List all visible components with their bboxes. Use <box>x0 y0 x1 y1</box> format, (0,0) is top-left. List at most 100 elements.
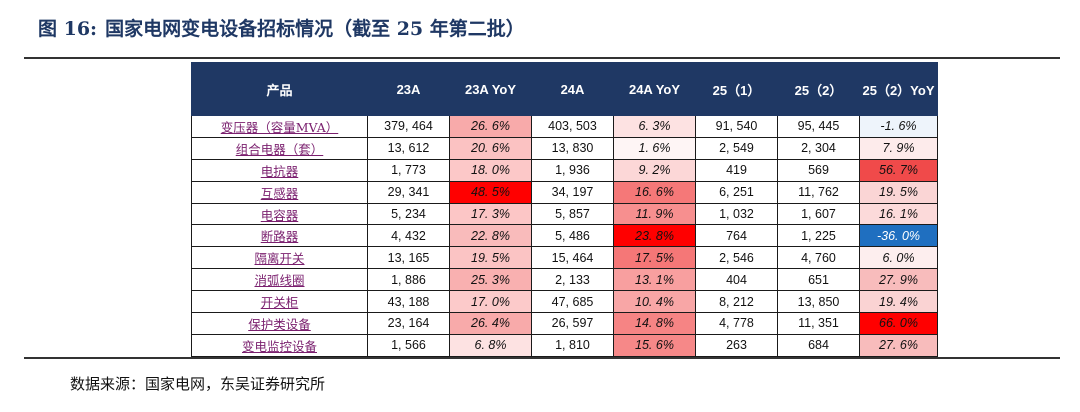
value-25-1: 91, 540 <box>695 115 778 138</box>
value-25-1: 2, 546 <box>695 246 778 270</box>
value-25-1: 1, 032 <box>695 202 778 226</box>
yoy-24a: 9. 2% <box>613 158 696 182</box>
product-link[interactable]: 电容器 <box>191 202 368 226</box>
value-24a: 5, 486 <box>531 224 614 248</box>
header-25-2: 25（2） <box>777 62 860 116</box>
value-24a: 5, 857 <box>531 202 614 226</box>
value-25-2: 1, 607 <box>777 202 860 226</box>
yoy-23a: 18. 0% <box>449 158 532 182</box>
table-row: 变电监控设备 1, 566 6. 8% 1, 810 15. 6% 263 684 27. 6… <box>191 333 938 357</box>
value-25-1: 2, 549 <box>695 136 778 160</box>
yoy-24a: 10. 4% <box>613 290 696 314</box>
table-row: 保护类设备 23, 164 26. 4% 26, 597 14. 8% 4, 778 11,… <box>191 312 938 335</box>
value-23a: 379, 464 <box>367 115 450 138</box>
yoy-23a: 48. 5% <box>449 180 532 204</box>
yoy-25-2: 56. 7% <box>859 158 938 182</box>
table-row: 消弧线圈 1, 886 25. 3% 2, 133 13. 1% 404 651 27. 9% <box>191 268 938 292</box>
value-23a: 13, 165 <box>367 246 450 270</box>
table-row: 隔离开关 13, 165 19. 5% 15, 464 17. 5% 2, 546 4, 7… <box>191 246 938 270</box>
yoy-23a: 6. 8% <box>449 333 532 357</box>
value-25-1: 404 <box>695 268 778 292</box>
value-24a: 34, 197 <box>531 180 614 204</box>
header-25-2-yoy: 25（2）YoY <box>859 62 938 116</box>
yoy-24a: 23. 8% <box>613 224 696 248</box>
table-row: 电容器 5, 234 17. 3% 5, 857 11. 9% 1, 032 1, 607 1… <box>191 202 938 226</box>
value-25-2: 11, 762 <box>777 180 860 204</box>
value-24a: 1, 810 <box>531 333 614 357</box>
table-row: 开关柜 43, 188 17. 0% 47, 685 10. 4% 8, 212 13, 8… <box>191 290 938 314</box>
yoy-24a: 1. 6% <box>613 136 696 160</box>
value-23a: 29, 341 <box>367 180 450 204</box>
product-link[interactable]: 断路器 <box>191 224 368 248</box>
source-note: 数据来源：国家电网，东吴证券研究所 <box>70 375 326 393</box>
header-24a-yoy: 24A YoY <box>613 62 696 116</box>
value-25-1: 263 <box>695 333 778 357</box>
value-23a: 13, 612 <box>367 136 450 160</box>
tender-table: 产品 23A 23A YoY 24A 24A YoY 25（1） 25（2） 2… <box>191 62 938 357</box>
yoy-25-2: 66. 0% <box>859 312 938 335</box>
product-link[interactable]: 互感器 <box>191 180 368 204</box>
value-24a: 403, 503 <box>531 115 614 138</box>
table-row: 互感器 29, 341 48. 5% 34, 197 16. 6% 6, 251 11, 7… <box>191 180 938 204</box>
yoy-25-2: 27. 6% <box>859 333 938 357</box>
yoy-25-2: 16. 1% <box>859 202 938 226</box>
header-product: 产品 <box>191 62 368 116</box>
yoy-25-2: 27. 9% <box>859 268 938 292</box>
value-23a: 1, 886 <box>367 268 450 292</box>
value-25-1: 419 <box>695 158 778 182</box>
figure-title: 图 16: 国家电网变电设备招标情况（截至 25 年第二批） <box>38 14 525 44</box>
value-24a: 1, 936 <box>531 158 614 182</box>
product-link[interactable]: 变电监控设备 <box>191 333 368 357</box>
figure-label: 图 16: <box>38 18 98 40</box>
header-row: 产品 23A 23A YoY 24A 24A YoY 25（1） 25（2） 2… <box>191 62 938 116</box>
value-25-1: 8, 212 <box>695 290 778 314</box>
yoy-24a: 13. 1% <box>613 268 696 292</box>
yoy-24a: 17. 5% <box>613 246 696 270</box>
value-23a: 23, 164 <box>367 312 450 335</box>
value-25-2: 569 <box>777 158 860 182</box>
product-link[interactable]: 保护类设备 <box>191 312 368 335</box>
value-23a: 5, 234 <box>367 202 450 226</box>
product-link[interactable]: 隔离开关 <box>191 246 368 270</box>
yoy-24a: 11. 9% <box>613 202 696 226</box>
product-link[interactable]: 变压器（容量MVA） <box>191 115 368 138</box>
value-24a: 2, 133 <box>531 268 614 292</box>
table-row: 组合电器（套） 13, 612 20. 6% 13, 830 1. 6% 2, 549 2,… <box>191 136 938 160</box>
yoy-23a: 17. 0% <box>449 290 532 314</box>
table-row: 变压器（容量MVA） 379, 464 26. 6% 403, 503 6. 3% 91,… <box>191 115 938 138</box>
yoy-23a: 26. 4% <box>449 312 532 335</box>
header-23a-yoy: 23A YoY <box>449 62 532 116</box>
product-link[interactable]: 组合电器（套） <box>191 136 368 160</box>
yoy-25-2: 19. 4% <box>859 290 938 314</box>
yoy-23a: 26. 6% <box>449 115 532 138</box>
value-23a: 1, 773 <box>367 158 450 182</box>
product-link[interactable]: 开关柜 <box>191 290 368 314</box>
yoy-23a: 22. 8% <box>449 224 532 248</box>
table-body: 变压器（容量MVA） 379, 464 26. 6% 403, 503 6. 3% 91,… <box>191 115 938 357</box>
bottom-rule <box>24 357 1060 359</box>
value-24a: 15, 464 <box>531 246 614 270</box>
header-23a: 23A <box>367 62 450 116</box>
header-24a: 24A <box>531 62 614 116</box>
value-25-1: 4, 778 <box>695 312 778 335</box>
value-25-2: 95, 445 <box>777 115 860 138</box>
value-24a: 13, 830 <box>531 136 614 160</box>
yoy-24a: 14. 8% <box>613 312 696 335</box>
yoy-24a: 6. 3% <box>613 115 696 138</box>
value-25-2: 11, 351 <box>777 312 860 335</box>
value-25-2: 1, 225 <box>777 224 860 248</box>
yoy-25-2: 7. 9% <box>859 136 938 160</box>
product-link[interactable]: 消弧线圈 <box>191 268 368 292</box>
value-25-2: 13, 850 <box>777 290 860 314</box>
table-row: 断路器 4, 432 22. 8% 5, 486 23. 8% 764 1, 225 -36.… <box>191 224 938 248</box>
value-24a: 26, 597 <box>531 312 614 335</box>
yoy-23a: 19. 5% <box>449 246 532 270</box>
value-25-2: 2, 304 <box>777 136 860 160</box>
product-link[interactable]: 电抗器 <box>191 158 368 182</box>
value-23a: 43, 188 <box>367 290 450 314</box>
value-25-1: 6, 251 <box>695 180 778 204</box>
yoy-23a: 25. 3% <box>449 268 532 292</box>
yoy-25-2: 19. 5% <box>859 180 938 204</box>
yoy-25-2: -36. 0% <box>859 224 938 248</box>
table-row: 电抗器 1, 773 18. 0% 1, 936 9. 2% 419 569 56. 7% <box>191 158 938 182</box>
